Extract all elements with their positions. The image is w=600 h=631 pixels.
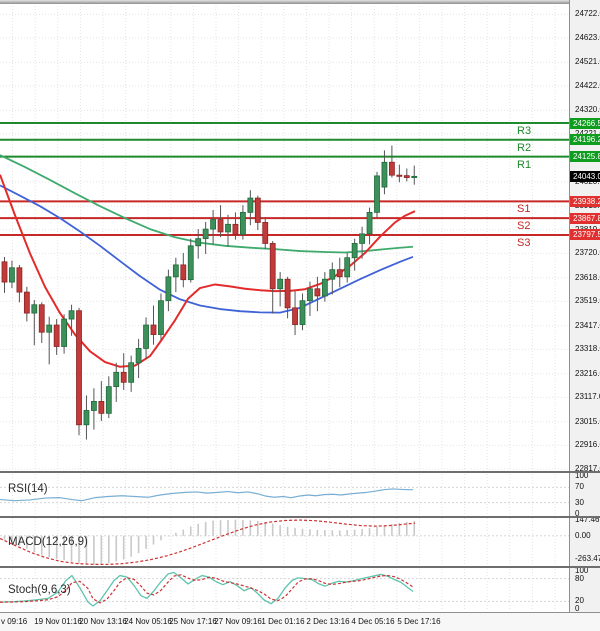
time-tick-label: 2 Dec 13:16: [306, 617, 350, 626]
price-tick-label: 23318.0: [575, 344, 600, 354]
price-tick-label: 23519.0: [575, 296, 600, 306]
rsi-level-label: 70: [575, 482, 584, 492]
price-tick-label: 23720.0: [575, 248, 600, 258]
price-tick-label: 23618.0: [575, 272, 600, 282]
pivot-label-r2: R2: [517, 141, 532, 154]
current-price-badge: 24043.0: [570, 170, 600, 182]
time-tick-label: 19 Nov 01:16: [34, 617, 82, 626]
chart-canvas[interactable]: [0, 0, 600, 612]
rsi-label: RSI(14): [8, 483, 48, 495]
price-tick-label: 24623.0: [575, 32, 600, 42]
pivot-label-r1: R1: [517, 158, 532, 171]
price-tick-label: 24422.0: [575, 80, 600, 90]
macd-level-label: -263.47: [575, 554, 600, 563]
price-axis[interactable]: 24722.0 24623.0 24521.0 24422.0 24320.0 24221…: [569, 0, 600, 613]
pivot-price-badge-s2: 23867.8: [570, 212, 600, 224]
pivot-label-s1: S1: [517, 203, 531, 216]
macd-label: MACD(12,26,9): [8, 536, 88, 548]
pivot-price-badge-r2: 24196.2: [570, 134, 600, 146]
price-tick-label: 23117.0: [575, 392, 600, 402]
rsi-level-label: 30: [575, 497, 584, 507]
stoch-level-label: 20: [575, 596, 584, 606]
price-tick-label: 23015.0: [575, 416, 600, 426]
price-tick-label: 23216.0: [575, 368, 600, 378]
time-tick-label: 1 Dec 01:16: [261, 617, 305, 626]
time-tick-label: 24 Nov 05:16: [124, 617, 172, 626]
price-tick-label: 23417.0: [575, 320, 600, 330]
time-tick-label: 25 Nov 17:16: [169, 617, 217, 626]
rsi-level-label: 0: [575, 509, 580, 518]
pivot-label-s2: S2: [517, 220, 531, 233]
macd-level-label: 0.00: [575, 530, 591, 540]
pivot-price-badge-r3: 24266.5: [570, 117, 600, 129]
time-tick-label: 20 Nov 13:16: [79, 617, 127, 626]
price-tick-label: 24722.0: [575, 9, 600, 19]
pivot-price-badge-s1: 23938.2: [570, 195, 600, 207]
price-tick-label: 24320.0: [575, 105, 600, 115]
stoch-label: Stoch(9,6,3): [8, 584, 71, 596]
pivot-label-r3: R3: [517, 125, 532, 137]
rsi-level-label: 100: [575, 471, 589, 480]
pivot-label-s3: S3: [517, 236, 531, 249]
price-tick-label: 22817.0: [575, 463, 600, 473]
window-top-border: [0, 0, 600, 4]
price-tick-label: 24521.0: [575, 57, 600, 67]
time-axis[interactable]: v 09:16 19 Nov 01:16 20 Nov 13:16 24 Nov 05…: [0, 612, 600, 631]
pivot-price-badge-r1: 24125.8: [570, 151, 600, 163]
stoch-level-label: 100: [575, 566, 589, 575]
time-tick-label: 27 Nov 09:16: [214, 617, 262, 626]
panel-splitter-rsi-macd[interactable]: [0, 515, 600, 518]
stoch-level-label: 80: [575, 573, 584, 583]
time-tick-label: v 09:16: [1, 617, 28, 626]
price-tick-label: 24221.0: [575, 129, 600, 138]
time-tick-label: 4 Dec 05:16: [351, 617, 395, 626]
price-tick-label: 23819.0: [575, 225, 600, 234]
macd-level-label: 147.46: [575, 515, 600, 524]
panel-splitter-main-rsi[interactable]: [0, 471, 600, 473]
pivot-price-badge-s3: 23797.5: [570, 229, 600, 241]
stoch-level-label: 0: [575, 604, 580, 613]
price-tick-label: 22916.0: [575, 440, 600, 450]
panel-splitter-macd-stoch[interactable]: [0, 566, 600, 568]
time-tick-label: 5 Dec 17:16: [397, 617, 441, 626]
